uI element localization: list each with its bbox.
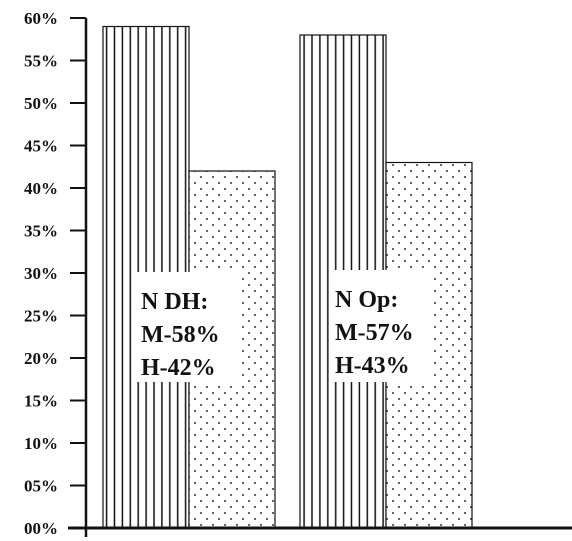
y-tick-label: 10% <box>24 434 58 453</box>
y-axis-ticks <box>70 17 86 529</box>
y-tick-label: 40% <box>24 179 58 198</box>
y-tick-label: 05% <box>24 477 58 496</box>
annotation-line: N DH: <box>141 289 208 315</box>
y-tick-label: 50% <box>24 94 58 113</box>
annotation-line: M-58% <box>141 322 220 348</box>
annotation-boxes: N DH: M-58% H-42% N Op: M-57% H-43% <box>136 270 434 382</box>
annotation-box <box>330 270 434 382</box>
y-tick-label: 45% <box>24 137 58 156</box>
annotation-line: H-43% <box>335 353 410 379</box>
y-tick-label: 20% <box>24 349 58 368</box>
y-tick-label: 15% <box>24 392 58 411</box>
annotation-line: H-42% <box>141 355 216 381</box>
y-tick-label: 60% <box>24 9 58 28</box>
annotation-box <box>136 272 238 382</box>
y-tick-label: 35% <box>24 222 58 241</box>
y-tick-label: 00% <box>24 519 58 538</box>
y-axis-tick-labels: 00% 05% 10% 15% 20% 25% 30% 35% 40% 45% 50% 55% 60% <box>24 9 58 538</box>
y-tick-label: 55% <box>24 52 58 71</box>
annotation-line: M-57% <box>335 320 414 346</box>
y-tick-label: 25% <box>24 307 58 326</box>
annotation-line: N Op: <box>335 287 398 313</box>
y-tick-label: 30% <box>24 264 58 283</box>
